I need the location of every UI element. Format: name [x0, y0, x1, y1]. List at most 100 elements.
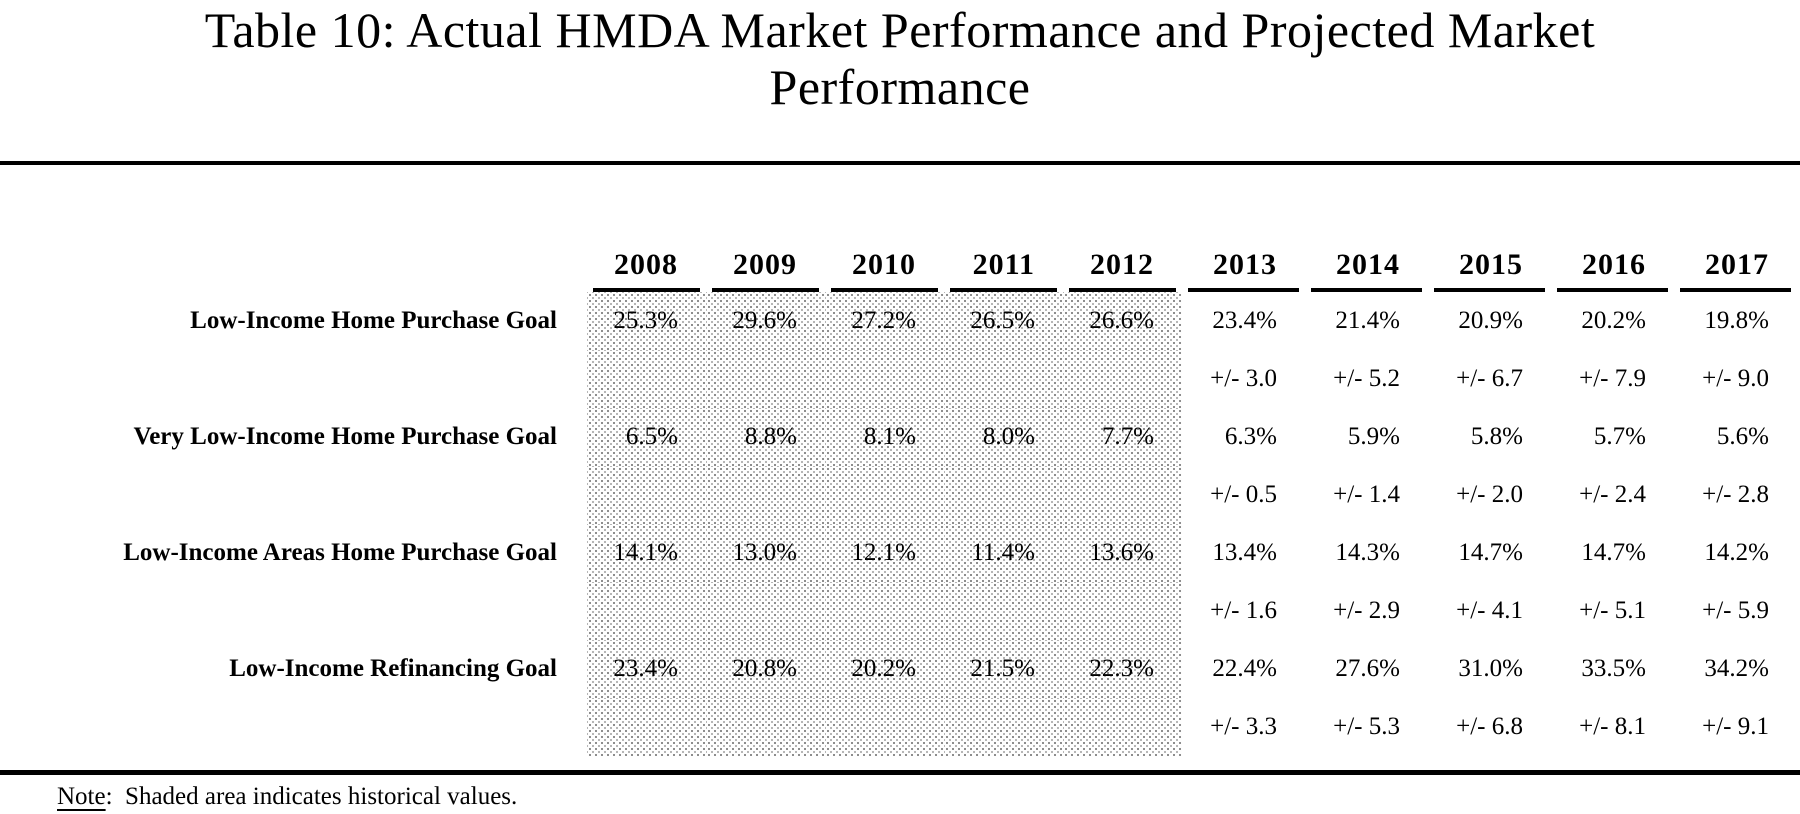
goal-value-row: Low-Income Refinancing Goal 23.4% 20.8% 20.…	[0, 640, 1797, 698]
margin-value-cell: +/- 9.1	[1702, 713, 1769, 740]
performance-value-cell: 21.5%	[944, 640, 1063, 698]
performance-value-cell: 7.7%	[1063, 408, 1182, 466]
performance-value-cell: 5.7%	[1593, 423, 1646, 450]
margin-value-cell: +/- 2.8	[1702, 481, 1769, 508]
performance-value-cell: 34.2%	[1704, 655, 1769, 682]
performance-value-cell: 27.2%	[825, 292, 944, 350]
margin-value-cell: +/- 8.1	[1579, 713, 1646, 740]
performance-value-cell: 29.6%	[706, 292, 825, 350]
performance-value-cell: 23.4%	[587, 640, 706, 698]
performance-value-cell: 22.3%	[1063, 640, 1182, 698]
performance-value-cell: 20.2%	[1581, 307, 1646, 334]
performance-value-cell: 8.8%	[706, 408, 825, 466]
year-column-header: 2016	[1551, 200, 1674, 292]
goal-label: Low-Income Refinancing Goal	[229, 655, 557, 682]
margin-value-cell	[825, 698, 944, 756]
margin-value-cell: +/- 6.8	[1456, 713, 1523, 740]
performance-value-cell: 13.4%	[1212, 539, 1277, 566]
performance-value-cell: 20.8%	[706, 640, 825, 698]
margin-value-cell	[944, 466, 1063, 524]
margin-value-cell	[706, 350, 825, 408]
year-label: 2009	[712, 248, 819, 292]
margin-value-cell	[706, 582, 825, 640]
year-label: 2015	[1434, 248, 1545, 292]
performance-value-cell: 27.6%	[1335, 655, 1400, 682]
margin-value-cell: +/- 9.0	[1702, 365, 1769, 392]
performance-value-cell: 25.3%	[587, 292, 706, 350]
performance-value-cell: 23.4%	[1212, 307, 1277, 334]
year-label: 2008	[593, 248, 700, 292]
performance-value-cell: 33.5%	[1581, 655, 1646, 682]
performance-value-cell: 14.7%	[1581, 539, 1646, 566]
margin-value-cell: +/- 1.6	[1210, 597, 1277, 624]
goal-label: Low-Income Areas Home Purchase Goal	[123, 539, 557, 566]
year-column-header: 2011	[944, 200, 1063, 292]
margin-value-cell	[944, 350, 1063, 408]
margin-value-cell: +/- 1.4	[1333, 481, 1400, 508]
margin-value-cell: +/- 5.9	[1702, 597, 1769, 624]
performance-value-cell: 11.4%	[944, 524, 1063, 582]
goal-label: Low-Income Home Purchase Goal	[190, 307, 557, 334]
table-title: Table 10: Actual HMDA Market Performance…	[0, 2, 1800, 116]
year-label: 2013	[1188, 248, 1299, 292]
margin-value-cell	[1063, 582, 1182, 640]
performance-value-cell: 8.0%	[944, 408, 1063, 466]
performance-value-cell: 21.4%	[1335, 307, 1400, 334]
year-label: 2011	[950, 248, 1057, 292]
margin-value-cell	[587, 582, 706, 640]
year-column-header: 2013	[1182, 200, 1305, 292]
performance-value-cell: 8.1%	[825, 408, 944, 466]
performance-value-cell: 5.6%	[1716, 423, 1769, 450]
margin-value-cell	[1063, 350, 1182, 408]
table-title-line2: Performance	[769, 59, 1031, 115]
performance-value-cell: 12.1%	[825, 524, 944, 582]
goal-value-row: Low-Income Home Purchase Goal 25.3% 29.6% 2…	[0, 292, 1797, 350]
note-label: Note	[57, 783, 106, 810]
performance-value-cell: 20.2%	[825, 640, 944, 698]
margin-value-cell	[587, 466, 706, 524]
performance-value-cell: 5.8%	[1470, 423, 1523, 450]
margin-value-cell	[587, 698, 706, 756]
goal-value-row: Very Low-Income Home Purchase Goal 6.5% 8.…	[0, 408, 1797, 466]
margin-value-cell: +/- 5.3	[1333, 713, 1400, 740]
margin-value-cell	[1063, 698, 1182, 756]
margin-value-cell	[825, 350, 944, 408]
margin-value-cell: +/- 2.4	[1579, 481, 1646, 508]
performance-value-cell: 14.2%	[1704, 539, 1769, 566]
margin-value-cell	[944, 582, 1063, 640]
goal-label-spacer	[0, 698, 587, 756]
hmda-performance-table: 2008 2009 2010 2011 2012 2013 2014 2015 2016 2017…	[0, 200, 1797, 756]
margin-value-cell: +/- 4.1	[1456, 597, 1523, 624]
table-top-rule	[0, 161, 1800, 165]
margin-value-cell	[1063, 466, 1182, 524]
margin-value-cell: +/- 5.2	[1333, 365, 1400, 392]
margin-value-cell: +/- 0.5	[1210, 481, 1277, 508]
year-column-header: 2008	[587, 200, 706, 292]
performance-value-cell: 6.3%	[1224, 423, 1277, 450]
margin-value-cell: +/- 2.0	[1456, 481, 1523, 508]
margin-value-cell	[706, 698, 825, 756]
performance-value-cell: 14.1%	[587, 524, 706, 582]
performance-value-cell: 6.5%	[587, 408, 706, 466]
year-column-header: 2015	[1428, 200, 1551, 292]
goal-label-spacer	[0, 466, 587, 524]
goal-margin-row: +/- 3.3 +/- 5.3 +/- 6.8 +/- 8.1 +/- 9.1	[0, 698, 1797, 756]
year-label: 2017	[1680, 248, 1791, 292]
year-label: 2016	[1557, 248, 1668, 292]
performance-value-cell: 31.0%	[1458, 655, 1523, 682]
goal-value-row: Low-Income Areas Home Purchase Goal 14.1%…	[0, 524, 1797, 582]
margin-value-cell: +/- 2.9	[1333, 597, 1400, 624]
performance-value-cell: 22.4%	[1212, 655, 1277, 682]
note-text: : Shaded area indicates historical value…	[105, 783, 518, 810]
performance-value-cell: 5.9%	[1347, 423, 1400, 450]
table-bottom-rule	[0, 770, 1800, 775]
year-label: 2010	[831, 248, 938, 292]
margin-value-cell	[944, 698, 1063, 756]
margin-value-cell: +/- 6.7	[1456, 365, 1523, 392]
corner-cell	[0, 200, 587, 292]
goal-label: Very Low-Income Home Purchase Goal	[133, 423, 557, 450]
performance-value-cell: 26.6%	[1063, 292, 1182, 350]
performance-value-cell: 26.5%	[944, 292, 1063, 350]
performance-value-cell: 13.0%	[706, 524, 825, 582]
